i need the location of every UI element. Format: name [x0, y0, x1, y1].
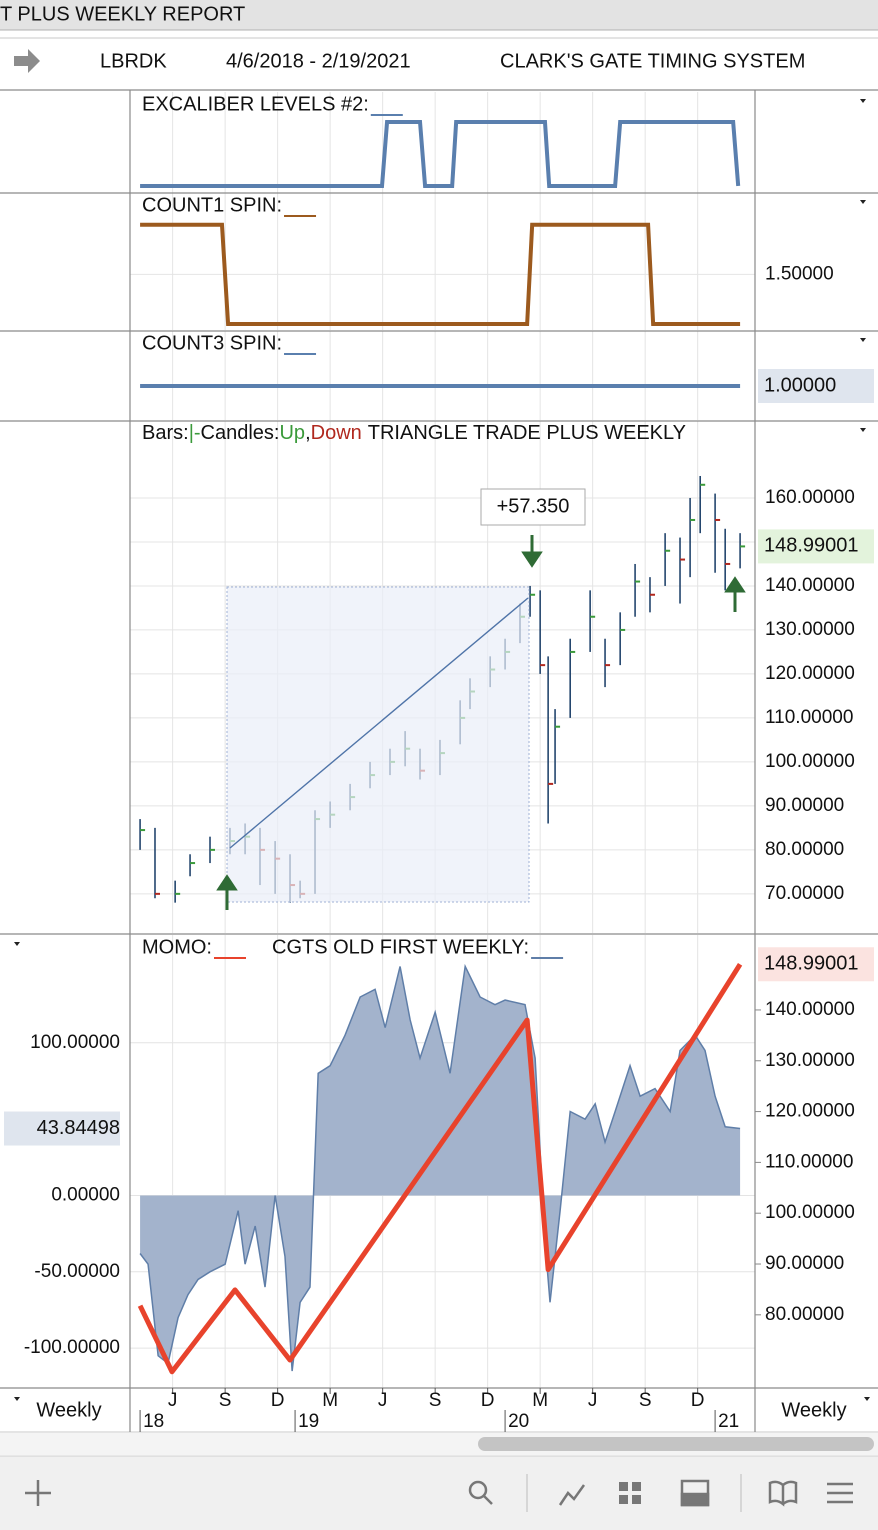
- value-label-box: [4, 1111, 120, 1146]
- panel: COUNT3 SPIN: 1.00000: [140, 331, 874, 420]
- value-label: 1.00000: [764, 374, 836, 396]
- legend-bars: Bars:: [142, 422, 189, 444]
- value-label: 148.99001: [764, 953, 859, 975]
- panel: EXCALIBER LEVELS #2:: [140, 92, 741, 193]
- value-label: 43.84498: [37, 1117, 120, 1139]
- y-tick-label-right: 100.00000: [765, 751, 855, 772]
- triangle-line: [229, 597, 529, 849]
- series-area: [140, 966, 741, 1372]
- series-line: [140, 120, 741, 188]
- legend-up: Up: [279, 422, 305, 444]
- y2-tick-label: 130.00000: [765, 1050, 855, 1071]
- period-label[interactable]: Weekly: [36, 1399, 101, 1421]
- value-label: 148.99001: [764, 535, 859, 557]
- y-tick-label: -50.00000: [34, 1261, 120, 1282]
- y-tick-label-right: 70.00000: [765, 883, 844, 904]
- y-tick-label-right: 140.00000: [765, 575, 855, 596]
- symbol: LBRDK: [100, 50, 167, 72]
- y-tick-label: 100.00000: [30, 1032, 120, 1053]
- panel-frames: [0, 90, 878, 1433]
- y-tick-label-right: 1.50000: [765, 263, 834, 284]
- panel-title: COUNT3 SPIN:: [142, 332, 282, 354]
- legend-name: TRIANGLE TRADE PLUS WEEKLY: [368, 422, 686, 444]
- y-tick-label-right: 120.00000: [765, 663, 855, 684]
- toolbar-icons: [25, 1474, 853, 1512]
- y-tick-label-right: 90.00000: [765, 795, 844, 816]
- up-arrow: [724, 576, 746, 612]
- menu-button[interactable]: [827, 1482, 853, 1504]
- legend-down: Down: [311, 422, 362, 444]
- y2-tick-label: 140.00000: [765, 999, 855, 1020]
- legend-separator: ,: [305, 422, 311, 444]
- y-tick-label-right: 160.00000: [765, 487, 855, 508]
- y2-tick-label: 120.00000: [765, 1101, 855, 1122]
- triangle-overlay: [216, 535, 746, 910]
- y2-tick-label: 80.00000: [765, 1304, 844, 1325]
- x-tick-label: S: [429, 1390, 442, 1411]
- down-arrow: [521, 535, 543, 568]
- year-label: 21: [718, 1411, 739, 1432]
- year-label: 19: [298, 1411, 319, 1432]
- y2-tick-label: 100.00000: [765, 1202, 855, 1223]
- title-bar: [0, 0, 878, 30]
- y-tick-label-right: 130.00000: [765, 619, 855, 640]
- panel-legend: Bars:|-Candles:Up,Down TRIANGLE TRADE PLU…: [142, 422, 686, 444]
- scrollbar[interactable]: [478, 1437, 874, 1451]
- x-tick-label: M: [322, 1390, 338, 1411]
- y-tick-label: -100.00000: [24, 1337, 120, 1358]
- chart-button[interactable]: [558, 1484, 586, 1506]
- value-label-box: [758, 369, 874, 403]
- panel: 1.50000 COUNT1 SPIN:: [130, 193, 834, 330]
- date-range: 4/6/2018 - 2/19/2021: [226, 50, 411, 72]
- panel-title: EXCALIBER LEVELS #2:: [142, 93, 369, 115]
- value-label-box: [758, 947, 874, 982]
- legend-label: MOMO:: [142, 936, 212, 958]
- x-tick-label: D: [481, 1390, 495, 1411]
- x-tick-label: S: [219, 1390, 232, 1411]
- legend-label: CGTS OLD FIRST WEEKLY:: [272, 936, 529, 958]
- triangle-box: [226, 586, 530, 903]
- annotation-box: [480, 488, 586, 526]
- y2-tick-label: 110.00000: [765, 1151, 853, 1172]
- x-tick-label: M: [532, 1390, 548, 1411]
- x-tick-label: S: [639, 1390, 652, 1411]
- x-tick-label: J: [588, 1390, 598, 1411]
- annotation: +57.350: [497, 495, 570, 517]
- toolbar: [0, 1456, 878, 1530]
- y-tick-label-right: 110.00000: [765, 707, 853, 728]
- system-name: CLARK'S GATE TIMING SYSTEM: [500, 50, 805, 72]
- period-label[interactable]: Weekly: [781, 1399, 846, 1421]
- panel-title: COUNT1 SPIN:: [142, 194, 282, 216]
- legend-bars-symbol: |-: [189, 422, 201, 444]
- x-tick-label: J: [378, 1390, 388, 1411]
- search-button[interactable]: [468, 1480, 493, 1505]
- y-tick-label: 0.00000: [51, 1184, 120, 1205]
- x-tick-label: J: [168, 1390, 178, 1411]
- up-arrow: [216, 874, 238, 910]
- nav-arrow[interactable]: [14, 49, 40, 73]
- y2-tick-label: 90.00000: [765, 1253, 844, 1274]
- y-tick-label-right: 80.00000: [765, 839, 844, 860]
- value-label-box: [758, 529, 874, 564]
- legend-candles: Candles:: [201, 422, 280, 444]
- panel-button[interactable]: [680, 1479, 710, 1507]
- x-tick-label: D: [271, 1390, 285, 1411]
- panel: 100.00000 0.00000 -50.00000 -100.00000 140.0…: [4, 935, 874, 1388]
- layout-button[interactable]: [619, 1482, 641, 1504]
- series-line: [140, 222, 741, 327]
- series-outline: [139, 963, 741, 1372]
- window-title: T PLUS WEEKLY REPORT: [0, 3, 245, 25]
- year-label: 18: [143, 1411, 164, 1432]
- add-button[interactable]: [25, 1480, 51, 1506]
- year-label: 20: [508, 1411, 529, 1432]
- x-tick-label: D: [691, 1390, 705, 1411]
- series-line: [137, 962, 743, 1375]
- book-button[interactable]: [768, 1480, 798, 1507]
